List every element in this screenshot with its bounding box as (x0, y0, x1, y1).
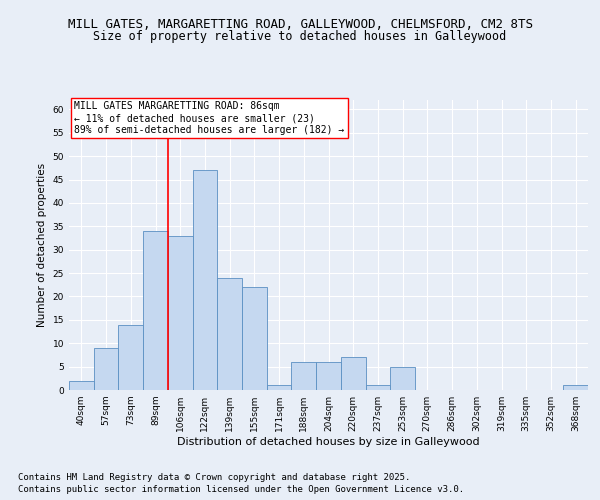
Text: Contains HM Land Registry data © Crown copyright and database right 2025.: Contains HM Land Registry data © Crown c… (18, 472, 410, 482)
Bar (267, 386, 292, 390)
Bar (292, 362, 316, 390)
Bar (168, 236, 193, 390)
Bar (242, 287, 267, 390)
Text: Contains public sector information licensed under the Open Government Licence v3: Contains public sector information licen… (18, 485, 464, 494)
Bar (341, 358, 365, 390)
Text: Size of property relative to detached houses in Galleywood: Size of property relative to detached ho… (94, 30, 506, 43)
Y-axis label: Number of detached properties: Number of detached properties (37, 163, 47, 327)
Bar (316, 362, 341, 390)
Text: MILL GATES, MARGARETTING ROAD, GALLEYWOOD, CHELMSFORD, CM2 8TS: MILL GATES, MARGARETTING ROAD, GALLEYWOO… (67, 18, 533, 30)
Bar (118, 324, 143, 390)
Bar (563, 386, 588, 390)
Bar (390, 366, 415, 390)
Bar (193, 170, 217, 390)
Bar (94, 348, 118, 390)
Bar (365, 386, 390, 390)
Bar (69, 380, 94, 390)
X-axis label: Distribution of detached houses by size in Galleywood: Distribution of detached houses by size … (177, 437, 480, 447)
Bar (217, 278, 242, 390)
Bar (143, 231, 168, 390)
Text: MILL GATES MARGARETTING ROAD: 86sqm
← 11% of detached houses are smaller (23)
89: MILL GATES MARGARETTING ROAD: 86sqm ← 11… (74, 102, 344, 134)
